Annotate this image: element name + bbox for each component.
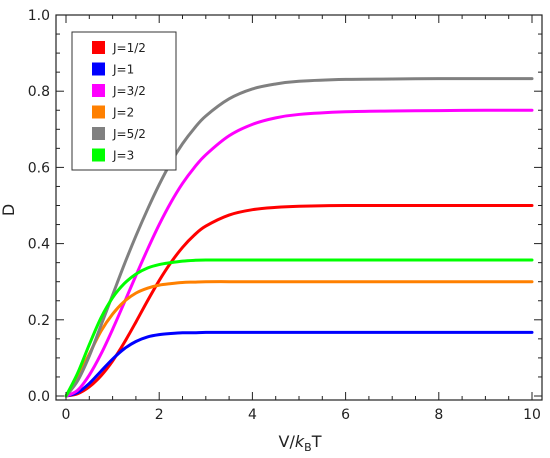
legend-swatch-2 — [92, 84, 105, 97]
y-tick-label: 0.0 — [28, 389, 50, 405]
y-tick-label: 0.4 — [28, 237, 50, 253]
legend-label-0: J=1/2 — [112, 41, 146, 55]
legend-swatch-3 — [92, 105, 105, 119]
legend-box — [71, 31, 177, 171]
series-line-0 — [64, 203, 534, 398]
x-tick-label: 8 — [434, 407, 443, 423]
x-tick-label: 10 — [523, 407, 541, 423]
tick-layer: 0 2 4 6 8 10 0.0 0.2 0.4 0.6 0.8 1.0 — [28, 8, 542, 423]
legend-swatch-5 — [92, 148, 105, 162]
series-line-1 — [64, 330, 534, 398]
legend: J=1/2 J=1 J=3/2 J=2 J=5/2 J=3 — [71, 31, 177, 171]
y-axis-label: D — [0, 204, 18, 216]
legend-label-2: J=3/2 — [112, 84, 146, 98]
y-tick-label: 0.2 — [28, 313, 50, 329]
legend-label-1: J=1 — [112, 63, 134, 77]
y-tick-label: 0.6 — [28, 160, 50, 176]
x-tick-label: 2 — [155, 407, 164, 423]
y-tick-label: 0.8 — [28, 84, 50, 100]
series-line-2 — [64, 108, 534, 398]
x-tick-label: 0 — [62, 407, 71, 423]
series-line-4 — [64, 77, 534, 398]
series-layer — [64, 77, 534, 398]
series-line-5 — [64, 258, 534, 398]
y-tick-label: 1.0 — [28, 8, 50, 24]
legend-swatch-4 — [92, 127, 105, 140]
legend-swatch-1 — [92, 62, 105, 76]
x-tick-label: 6 — [341, 407, 350, 423]
series-line-3 — [64, 280, 534, 398]
x-axis-label: V/kBT — [279, 432, 322, 454]
legend-label-3: J=2 — [112, 106, 134, 120]
legend-label-4: J=5/2 — [112, 127, 146, 141]
legend-swatch-0 — [92, 41, 105, 54]
legend-label-5: J=3 — [112, 149, 134, 163]
x-tick-label: 4 — [248, 407, 257, 423]
